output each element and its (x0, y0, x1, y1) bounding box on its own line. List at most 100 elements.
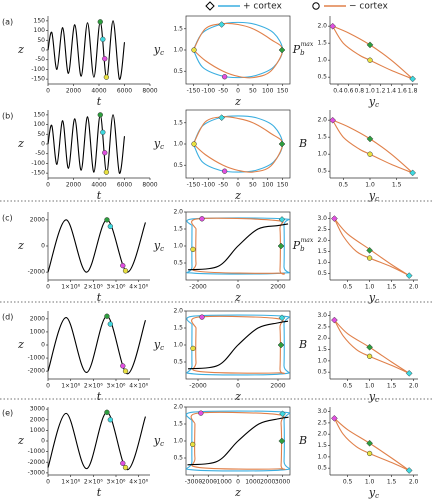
x-tick-label: 0.5 (343, 284, 353, 291)
y-tick-label: 100 (34, 27, 46, 34)
ylabel-label: B (298, 434, 307, 447)
plot-frame (185, 15, 291, 85)
ylabel-label: yc (153, 434, 164, 448)
y-tick-label: -100 (31, 160, 45, 167)
y-tick-label: 1.0 (173, 47, 183, 54)
x-tick-label: 3×10⁶ (107, 284, 126, 291)
y-tick-label: 1.0 (317, 151, 327, 158)
curve (192, 115, 284, 173)
y-tick-label: 2000 (30, 216, 45, 223)
y-tick-label: 1.5 (317, 134, 327, 141)
y-tick-label: 2000 (30, 315, 45, 322)
marker-circle (107, 417, 113, 423)
panel-label: (a) (2, 18, 13, 27)
x-tick-label: 2000 (66, 182, 81, 189)
marker-diamond (279, 410, 286, 418)
curve (333, 418, 410, 471)
xlabel-label: z (234, 291, 241, 304)
x-tick-label: 0 (236, 284, 240, 291)
y-tick-label: 2000 (30, 416, 45, 423)
x-tick-label: 1×10⁶ (61, 479, 80, 486)
marker-circle (103, 169, 110, 175)
xlabel-label: yc (368, 189, 379, 203)
x-tick-label: 1.0 (365, 383, 375, 390)
x-tick-label: 1.5 (387, 284, 397, 291)
marker-diamond (329, 116, 337, 124)
y-tick-label: 2.0 (317, 237, 327, 244)
x-tick-label: 8000 (142, 182, 157, 189)
marker-diamond (331, 316, 338, 324)
ylabel-label: Pbmax (292, 237, 314, 254)
xlabel-sub: c (375, 396, 379, 404)
marker-circle (104, 313, 110, 319)
marker-diamond (278, 140, 286, 148)
y-tick-label: 50 (37, 37, 45, 44)
xlabel-label: t (97, 486, 102, 499)
x-tick-label: 0.6 (344, 88, 354, 95)
marker-circle (199, 216, 205, 222)
y-tick-label: 0.5 (173, 162, 183, 169)
y-tick-label: -1000 (28, 448, 46, 455)
ylabel-label: z (17, 239, 24, 252)
x-tick-label: 3×10⁶ (107, 383, 126, 390)
x-tick-label: -2000 (189, 284, 207, 291)
legend-marker (205, 1, 215, 11)
x-tick-label: 0 (46, 284, 50, 291)
ylabel-sub: c (160, 440, 164, 448)
x-tick-label: 0 (46, 383, 50, 390)
curve (192, 21, 284, 79)
marker-circle (102, 56, 108, 62)
y-tick-label: 1000 (30, 328, 45, 335)
x-tick-label: 0.5 (343, 479, 353, 486)
ylabel-label: yc (153, 239, 164, 253)
x-tick-label: 0 (236, 88, 240, 95)
curve (332, 25, 414, 80)
xlabel-sub: c (375, 195, 379, 203)
x-tick-label: -2000 (200, 479, 218, 486)
curve (47, 411, 146, 471)
x-tick-label: 1.0 (365, 284, 375, 291)
marker-circle (191, 47, 197, 53)
ylabel-sub: b (300, 49, 305, 57)
y-tick-label: 2.5 (317, 323, 327, 330)
y-tick-label: -2000 (28, 459, 46, 466)
y-tick-label: 1.5 (173, 325, 183, 332)
marker-circle (120, 363, 126, 369)
marker-circle (199, 314, 205, 320)
x-tick-label: 3×10⁶ (107, 479, 126, 486)
x-tick-label: 8000 (142, 88, 157, 95)
y-tick-label: -2000 (28, 368, 46, 375)
y-tick-label: 150 (34, 17, 46, 24)
marker-circle (107, 321, 113, 327)
y-tick-label: 1.5 (317, 442, 327, 449)
x-tick-label: 100 (262, 182, 274, 189)
y-tick-label: 2.0 (173, 308, 183, 315)
marker-circle (97, 112, 103, 118)
marker-diamond (405, 272, 413, 279)
marker-circle (120, 262, 126, 269)
curve (333, 218, 410, 277)
curve (332, 119, 413, 174)
marker-diamond (277, 341, 285, 349)
ylabel-label: z (17, 43, 24, 56)
y-tick-label: -50 (35, 150, 45, 157)
x-tick-label: 0 (236, 383, 240, 390)
ylabel-sub: c (160, 143, 164, 151)
y-tick-label: 1.0 (317, 357, 327, 364)
y-tick-label: 3.0 (317, 408, 327, 415)
x-tick-label: 4×10⁶ (129, 284, 148, 291)
y-tick-label: 2.5 (317, 226, 327, 233)
y-tick-label: 1.5 (317, 248, 327, 255)
x-tick-label: 150 (277, 88, 289, 95)
xlabel-label: z (234, 189, 241, 202)
xlabel-sub: c (375, 492, 379, 499)
curve (187, 416, 289, 466)
marker-diamond (278, 437, 286, 445)
marker-diamond (366, 135, 374, 143)
x-tick-label: 2000 (270, 284, 285, 291)
ylabel-sub: c (160, 245, 164, 253)
marker-diamond (331, 414, 338, 422)
x-tick-label: 1.0 (365, 88, 375, 95)
x-tick-label: 4×10⁶ (129, 479, 148, 486)
marker-circle (221, 74, 228, 80)
